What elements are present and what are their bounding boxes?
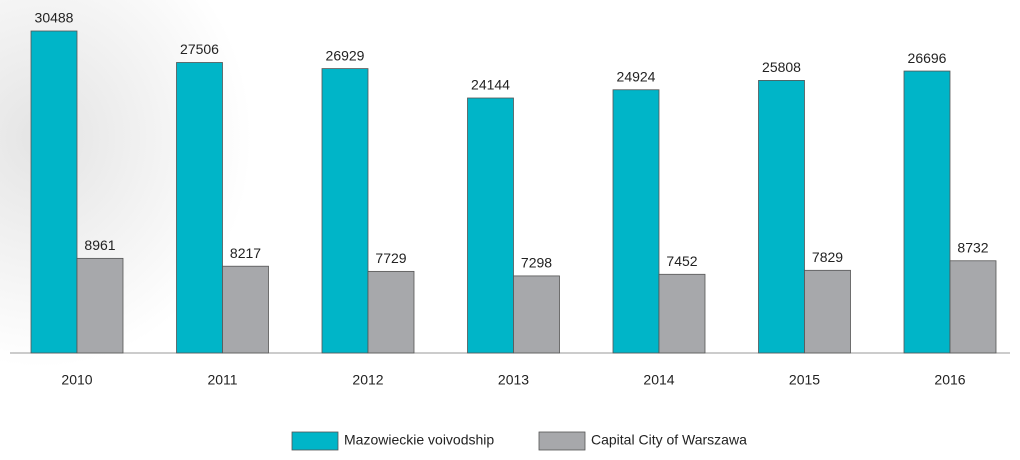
bar: [613, 90, 659, 353]
x-tick-label: 2016: [934, 372, 965, 388]
bar: [514, 276, 560, 353]
x-tick-label: 2015: [789, 372, 820, 388]
bar: [223, 266, 269, 353]
data-label: 7829: [812, 249, 843, 265]
data-label: 24924: [617, 68, 656, 84]
x-tick-label: 2012: [352, 372, 383, 388]
data-label: 7729: [375, 250, 406, 266]
bar: [322, 69, 368, 353]
legend-swatch: [292, 432, 338, 450]
legend-label: Capital City of Warszawa: [591, 432, 747, 448]
bar: [805, 270, 851, 353]
legend-label: Mazowieckie voivodship: [344, 432, 494, 448]
bar: [904, 71, 950, 353]
bar: [77, 258, 123, 353]
bar: [950, 261, 996, 353]
bar: [468, 98, 514, 353]
legend-swatch: [539, 432, 585, 450]
data-label: 27506: [180, 41, 219, 57]
data-label: 26696: [908, 50, 947, 66]
bar: [759, 80, 805, 353]
data-label: 26929: [326, 47, 365, 63]
data-label: 7298: [521, 255, 552, 271]
x-tick-label: 2014: [643, 372, 674, 388]
data-label: 8732: [957, 239, 988, 255]
bar: [177, 62, 223, 353]
data-label: 7452: [666, 253, 697, 269]
chart: 2010 30488 8961 2011 27506 8217 2012 26929 7729 2…: [0, 0, 1020, 460]
bar: [368, 271, 414, 353]
data-label: 8217: [230, 245, 261, 261]
bar: [659, 274, 705, 353]
x-tick-label: 2011: [207, 372, 237, 388]
data-label: 30488: [35, 10, 74, 26]
data-label: 8961: [84, 237, 115, 253]
x-tick-label: 2010: [61, 372, 92, 388]
bar: [31, 31, 77, 353]
data-label: 25808: [762, 59, 801, 75]
data-label: 24144: [471, 77, 510, 93]
x-tick-label: 2013: [498, 372, 529, 388]
